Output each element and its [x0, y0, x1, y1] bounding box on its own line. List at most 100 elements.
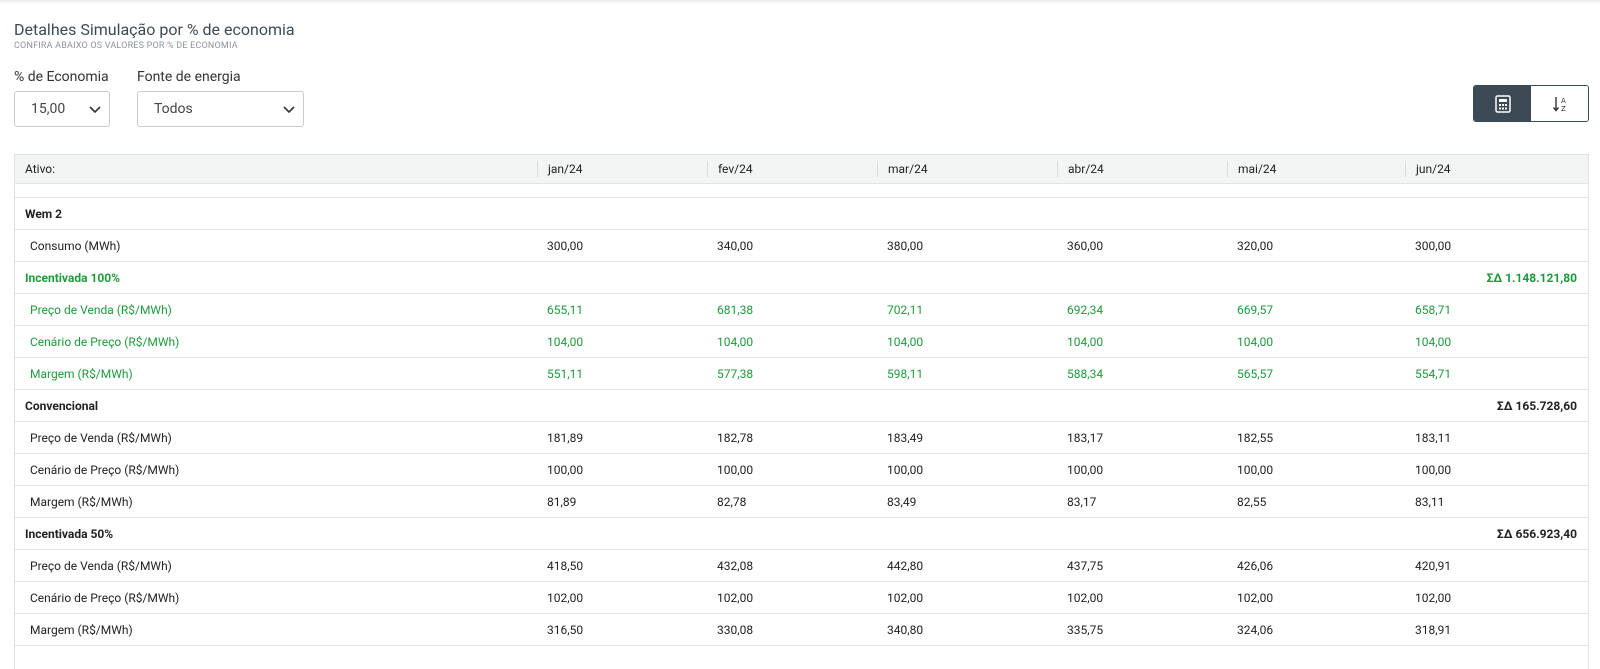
row-value: 100,00: [1067, 462, 1104, 477]
data-row: Preço de Venda (R$/MWh) 418,50 432,08 442,8…: [15, 550, 1588, 582]
data-row: Cenário de Preço (R$/MWh) 104,00 104,00 104…: [15, 326, 1588, 358]
row-value: 183,11: [1415, 430, 1452, 445]
row-value: 420,91: [1415, 558, 1452, 573]
row-value: 418,50: [547, 558, 584, 573]
row-value: 82,55: [1237, 494, 1267, 509]
row-value: 702,11: [887, 302, 924, 317]
row-value: 340,00: [717, 238, 754, 253]
row-label: Margem (R$/MWh): [30, 622, 133, 637]
row-value: 669,57: [1237, 302, 1274, 317]
chevron-icon: [283, 106, 295, 114]
row-value: 83,49: [887, 494, 917, 509]
row-value: 81,89: [547, 494, 577, 509]
row-value: 100,00: [887, 462, 924, 477]
data-row: Margem (R$/MWh) 316,50 330,08 340,80 335,75 3…: [15, 614, 1588, 646]
row-value: 104,00: [717, 334, 754, 349]
group-row: Incentivada 100% ΣΔ 1.148.121,80: [15, 262, 1588, 294]
page-subtitle: CONFIRA ABAIXO OS VALORES POR % DE ECONO…: [14, 41, 238, 51]
row-value: 83,11: [1415, 494, 1445, 509]
row-value: 318,91: [1415, 622, 1452, 637]
row-value: 437,75: [1067, 558, 1104, 573]
column-header: jun/24: [1405, 161, 1451, 177]
table-header: Ativo: jan/24 fev/24 mar/24 abr/24 mai/24 jun/…: [15, 154, 1588, 184]
row-value: 655,11: [547, 302, 584, 317]
row-value: 330,08: [717, 622, 754, 637]
data-row: Cenário de Preço (R$/MWh) 100,00 100,00 100…: [15, 454, 1588, 486]
row-value: 300,00: [1415, 238, 1452, 253]
row-value: 82,78: [717, 494, 747, 509]
page-title: Detalhes Simulação por % de economia: [14, 20, 295, 39]
svg-text:Z: Z: [1561, 105, 1566, 113]
row-label: Cenário de Preço (R$/MWh): [30, 462, 180, 477]
row-value: 104,00: [887, 334, 924, 349]
chevron-icon: [89, 106, 101, 114]
data-row: Margem (R$/MWh) 551,11 577,38 598,11 588,34 5…: [15, 358, 1588, 390]
data-row: Preço de Venda (R$/MWh) 655,11 681,38 702,1…: [15, 294, 1588, 326]
filter-label: % de Economia: [14, 69, 109, 85]
row-label: Cenário de Preço (R$/MWh): [30, 590, 180, 605]
row-value: 565,57: [1237, 366, 1274, 381]
data-row: Consumo (MWh) 300,00 340,00 380,00 360,00 320…: [15, 230, 1588, 262]
group-name: Incentivada 100%: [25, 270, 121, 285]
economy-select[interactable]: 15,00: [14, 91, 110, 127]
column-header: fev/24: [707, 161, 753, 177]
row-value: 335,75: [1067, 622, 1104, 637]
group-total: ΣΔ 165.728,60: [1496, 398, 1577, 413]
svg-text:A: A: [1561, 97, 1566, 105]
data-row: Preço de Venda (R$/MWh) 181,89 182,78 183,4…: [15, 422, 1588, 454]
row-value: 554,71: [1415, 366, 1452, 381]
column-header: abr/24: [1057, 161, 1104, 177]
row-value: 598,11: [887, 366, 924, 381]
row-value: 300,00: [547, 238, 584, 253]
row-value: 577,38: [717, 366, 754, 381]
column-header: mar/24: [877, 161, 928, 177]
column-header: mai/24: [1227, 161, 1276, 177]
row-value: 183,17: [1067, 430, 1104, 445]
row-label: Preço de Venda (R$/MWh): [30, 302, 172, 317]
row-value: 181,89: [547, 430, 584, 445]
row-value: 183,49: [887, 430, 924, 445]
row-value: 100,00: [717, 462, 754, 477]
source-select[interactable]: Todos: [137, 91, 304, 127]
row-value: 104,00: [1415, 334, 1452, 349]
row-value: 104,00: [547, 334, 584, 349]
sort-icon: AZ: [1552, 96, 1566, 113]
row-value: 102,00: [1237, 590, 1274, 605]
row-value: 102,00: [547, 590, 584, 605]
calculator-icon: [1494, 94, 1511, 113]
row-value: 426,06: [1237, 558, 1274, 573]
column-header: Ativo:: [25, 162, 56, 176]
row-value: 182,55: [1237, 430, 1274, 445]
row-label: Cenário de Preço (R$/MWh): [30, 334, 180, 349]
row-value: 102,00: [717, 590, 754, 605]
row-value: 380,00: [887, 238, 924, 253]
row-label: Preço de Venda (R$/MWh): [30, 430, 172, 445]
group-row: Convencional ΣΔ 165.728,60: [15, 390, 1588, 422]
row-value: 102,00: [887, 590, 924, 605]
row-value: 588,34: [1067, 366, 1104, 381]
row-label: Margem (R$/MWh): [30, 366, 133, 381]
group-row: Incentivada 50% ΣΔ 656.923,40: [15, 518, 1588, 550]
row-value: 442,80: [887, 558, 924, 573]
calculator-button[interactable]: [1474, 86, 1531, 121]
asset-name: Wem 2: [25, 206, 63, 221]
row-label: Margem (R$/MWh): [30, 494, 133, 509]
row-value: 182,78: [717, 430, 754, 445]
row-value: 360,00: [1067, 238, 1104, 253]
row-value: 320,00: [1237, 238, 1274, 253]
row-value: 100,00: [1415, 462, 1452, 477]
asset-row: Wem 2: [15, 198, 1588, 230]
row-value: 102,00: [1415, 590, 1452, 605]
row-value: 104,00: [1067, 334, 1104, 349]
group-total: ΣΔ 656.923,40: [1496, 526, 1577, 541]
row-value: 340,80: [887, 622, 924, 637]
group-total: ΣΔ 1.148.121,80: [1486, 270, 1577, 285]
data-row: Cenário de Preço (R$/MWh) 102,00 102,00 102…: [15, 582, 1588, 614]
column-header: jan/24: [537, 161, 582, 177]
data-row: Margem (R$/MWh) 81,89 82,78 83,49 83,17 82,55…: [15, 486, 1588, 518]
row-label: Consumo (MWh): [30, 238, 121, 253]
row-value: 681,38: [717, 302, 754, 317]
